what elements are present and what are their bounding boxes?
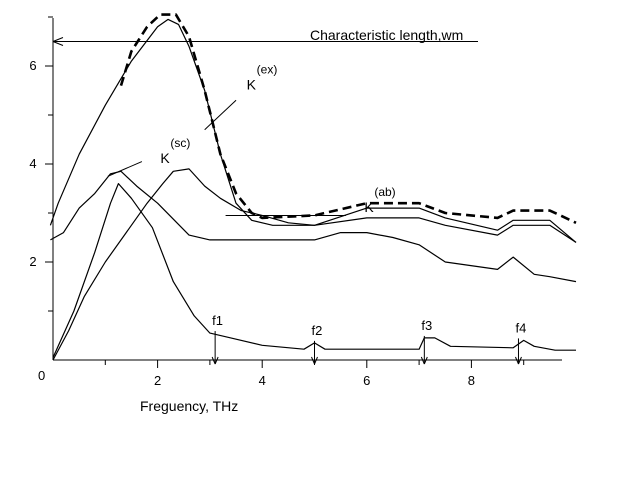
series-line-ex_solid [49,18,577,243]
series-line-base [52,183,576,358]
curve-label-ab: K [364,199,374,215]
y-tick-label: 4 [29,156,36,171]
curve-label-sup-sc: (sc) [170,136,190,150]
marker-label-f1: f1 [212,313,223,328]
x-tick-label: 6 [363,373,370,388]
marker-layer: f1 f2 f3 f4 [211,313,526,365]
y-tick-label: 6 [29,58,36,73]
leader-line-ex [204,99,237,131]
reference-line-arrowhead [52,37,64,46]
marker-arrowhead-f3 [420,356,428,365]
origin-label: 0 [38,368,45,383]
x-axis-label: Freguency, THz [140,398,238,414]
marker-arrowhead-f1 [211,356,219,365]
marker-arrowhead-f4 [515,356,522,365]
marker-arrowhead-f2 [311,356,318,365]
series-line-ab [52,168,577,361]
marker-label-f2: f2 [312,323,323,338]
curve-label-sup-ab: (ab) [374,185,395,199]
marker-label-f4: f4 [515,320,526,335]
x-tick-label: 4 [259,373,266,388]
curve-label-sc: K [160,150,170,166]
x-tick-label: 2 [154,373,161,388]
series-line-ex [119,13,577,224]
series-layer [49,13,577,361]
marker-label-f3: f3 [421,318,432,333]
curve-label-ex: K [247,77,257,93]
series-line-sc [50,170,577,283]
x-tick-label: 8 [468,373,475,388]
curve-label-sup-ex: (ex) [257,63,278,77]
label-layer: K(ex)K(sc)K(ab) [107,63,396,216]
leader-line-sc [107,161,143,177]
reference-line-label: Characteristic length,wm [310,27,463,43]
y-tick-label: 2 [29,254,36,269]
axes: 2 4 6 2 4 6 8 [29,16,562,388]
